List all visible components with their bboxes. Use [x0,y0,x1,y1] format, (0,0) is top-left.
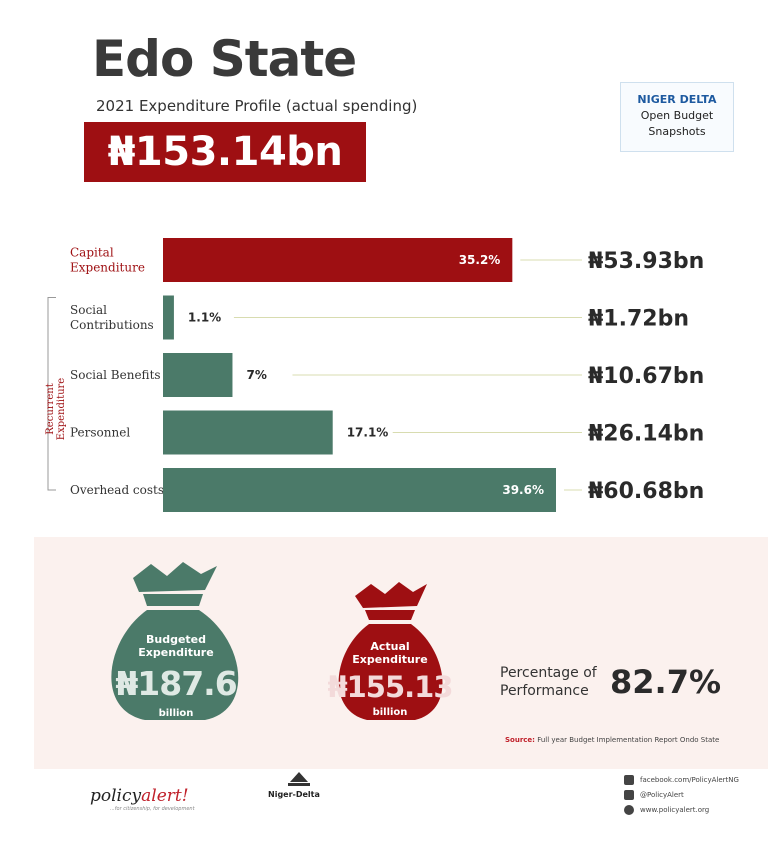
bar-amount-label: ₦53.93bn [588,249,704,274]
performance-value: 82.7% [610,663,722,701]
actual-title-line-1: Actual [370,640,410,653]
page-subtitle: 2021 Expenditure Profile (actual spendin… [96,97,418,115]
actual-title: Actual Expenditure [347,640,433,666]
bar [163,295,174,340]
budgeted-title: Budgeted Expenditure [130,633,222,659]
brand-accent: alert! [141,786,189,806]
actual-unit: billion [372,707,408,718]
bar-amount-label: ₦26.14bn [588,422,704,447]
recurrent-expenditure-label: Recurrent Expenditure [45,377,67,441]
brand-main: policy [90,786,142,806]
logo-line-3: Snapshots [648,125,706,138]
bar [163,238,513,282]
total-spending-box: ₦153.14bn [84,122,366,182]
performance-label-line-2: Performance [500,683,589,699]
category-label: Overhead costs [70,483,164,497]
niger-delta-logo-text: Niger-Delta [268,790,320,799]
category-label: Contributions [70,318,154,332]
performance-label: Percentage of Performance [500,664,597,700]
logo-line-1: NIGER DELTA [637,93,717,106]
open-budget-logo: NIGER DELTA Open Budget Snapshots [620,82,734,152]
bar-amount-label: ₦60.68bn [588,479,704,504]
bar [163,410,333,455]
facebook-link[interactable]: facebook.com/PolicyAlertNG [640,776,739,784]
website-link[interactable]: www.policyalert.org [640,806,710,814]
actual-money-bag-icon [338,582,443,720]
logo-line-2: Open Budget [640,109,714,122]
bar-percentage-label: 1.1% [188,311,221,325]
budgeted-title-line-1: Budgeted [145,633,207,646]
globe-icon [624,805,634,815]
facebook-icon [624,775,634,785]
bar-amount-label: ₦1.72bn [588,307,689,332]
budgeted-amount: ₦187.6 [115,664,237,703]
bar-percentage-label: 35.2% [459,253,501,267]
page-title: Edo State [92,30,357,88]
bar [163,468,556,512]
actual-amount: ₦155.13 [327,670,453,704]
actual-title-line-2: Expenditure [352,653,428,666]
budgeted-unit: billion [158,708,194,719]
recurrent-bracket [47,297,56,491]
category-label: Social [70,303,107,317]
performance-label-line-1: Percentage of [500,665,597,681]
bar [163,353,233,397]
twitter-icon [624,790,634,800]
category-label: Personnel [70,426,130,440]
source-note: Source: Full year Budget Implementation … [505,736,719,744]
source-text: Full year Budget Implementation Report O… [537,736,720,744]
bar-percentage-label: 17.1% [347,426,389,440]
budgeted-money-bag-icon [111,562,239,720]
category-label: Social Benefits [70,368,161,382]
bar-percentage-label: 39.6% [502,483,544,497]
policyalert-logo: policyalert! [90,786,189,806]
total-spending-value: ₦153.14bn [107,129,343,175]
budgeted-title-line-2: Expenditure [138,646,214,659]
niger-delta-emblem-icon [288,772,310,786]
bar-amount-label: ₦10.67bn [588,364,704,389]
source-key: Source: [505,736,535,744]
category-label: Capital [70,246,114,260]
bar-percentage-label: 7% [246,368,266,382]
twitter-handle[interactable]: @PolicyAlert [640,791,684,799]
brand-tagline: ...for citizenship, for development [110,806,195,812]
category-label: Expenditure [70,261,145,275]
